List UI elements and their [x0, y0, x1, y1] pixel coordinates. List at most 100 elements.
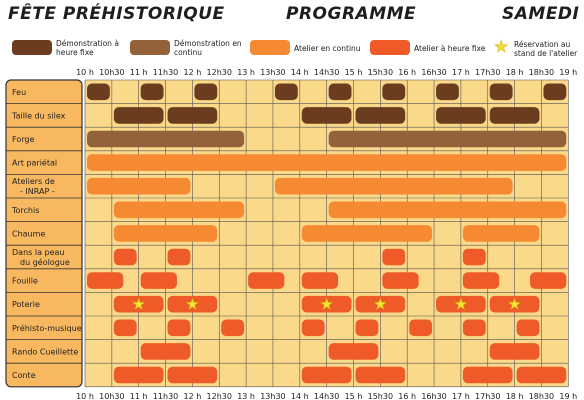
schedule-block [516, 319, 540, 337]
schedule-block [355, 366, 406, 384]
time-label-top: 10h30 [99, 68, 124, 77]
schedule-block [328, 83, 352, 101]
row-label: Préhisto-musique [12, 323, 82, 333]
star-icon: ★ [185, 295, 199, 314]
legend-label-reservation: Réservation au stand de l'atelier [514, 40, 578, 58]
schedule-block [436, 107, 486, 124]
time-label-bottom: 18 h [506, 392, 524, 400]
legend-label-atelier-fixed: Atelier à heure fixe [414, 44, 486, 53]
legend-star-icon: ★ [494, 37, 509, 56]
legend-label-demo-cont: Démonstration en continu [174, 39, 242, 57]
schedule-block [301, 107, 352, 124]
schedule-block [301, 272, 339, 289]
schedule-block [113, 225, 218, 242]
legend-label-atelier-cont: Atelier en continu [294, 44, 361, 53]
schedule-block [140, 343, 191, 360]
schedule-block [113, 366, 164, 384]
time-label-top: 17 h [452, 68, 470, 77]
time-label-top: 13h30 [260, 68, 285, 77]
legend-swatch-atelier-cont [250, 40, 290, 55]
time-label-top: 14h30 [314, 68, 339, 77]
schedule-block [355, 319, 379, 337]
time-label-bottom: 17 h [452, 392, 470, 400]
star-icon: ★ [132, 295, 146, 314]
title-right: SAMEDI [502, 4, 580, 24]
schedule-block [530, 272, 567, 289]
schedule-block [436, 83, 459, 101]
time-label-bottom: 11 h [130, 392, 148, 400]
time-label-top: 17h30 [475, 68, 500, 77]
schedule-block [382, 83, 406, 101]
time-label-bottom: 14 h [291, 392, 309, 400]
row-label: Poterie [12, 300, 40, 309]
row-label: Art pariétal [12, 158, 57, 168]
time-label-bottom: 11h30 [153, 392, 178, 400]
schedule-block [301, 366, 352, 384]
row-label: Fouille [12, 277, 38, 286]
label-column [5, 79, 83, 388]
schedule-block [167, 248, 191, 266]
schedule-block [436, 295, 486, 313]
schedule-block [274, 177, 513, 195]
star-icon: ★ [373, 295, 387, 314]
row-label: Rando Cueillette [12, 347, 78, 356]
legend-swatch-atelier-fixed [370, 40, 410, 55]
schedule-block [167, 107, 218, 124]
schedule-block [328, 343, 379, 360]
row-label: Taille du silex [11, 111, 66, 120]
schedule-block [167, 295, 218, 313]
schedule-block [140, 272, 177, 289]
schedule-block [113, 248, 137, 266]
time-label-top: 13 h [237, 68, 255, 77]
schedule-block [462, 366, 513, 384]
row-label: - INRAP - [20, 187, 55, 196]
schedule-block [409, 319, 433, 337]
schedule-block [248, 272, 285, 289]
schedule-block [382, 272, 419, 289]
schedule-block [274, 83, 298, 101]
time-label-top: 15h30 [368, 68, 393, 77]
time-label-top: 16h30 [421, 68, 446, 77]
time-label-top: 18 h [506, 68, 524, 77]
time-label-bottom: 19 h [559, 392, 577, 400]
time-label-top: 12h30 [207, 68, 232, 77]
time-label-top: 19 h [559, 68, 577, 77]
time-label-bottom: 10h30 [99, 392, 124, 400]
time-label-top: 14 h [291, 68, 309, 77]
row-label: Ateliers de [12, 177, 55, 186]
time-label-bottom: 16h30 [421, 392, 446, 400]
schedule-block [301, 319, 325, 337]
time-label-bottom: 17h30 [475, 392, 500, 400]
row-label: du géologue [20, 257, 70, 267]
schedule-block [113, 107, 164, 124]
schedule-block [301, 295, 352, 313]
schedule-block [87, 272, 124, 289]
schedule-block [462, 225, 540, 242]
time-label-bottom: 12 h [184, 392, 202, 400]
time-label-bottom: 13h30 [260, 392, 285, 400]
star-icon: ★ [454, 295, 468, 314]
star-icon: ★ [319, 295, 333, 314]
row-label: Torchis [11, 206, 39, 215]
time-label-top: 11 h [130, 68, 148, 77]
schedule-block [489, 107, 540, 124]
row-label: Forge [12, 135, 34, 144]
time-label-bottom: 15 h [345, 392, 363, 400]
schedule-block [489, 295, 540, 313]
time-label-top: 12 h [184, 68, 202, 77]
row-label: Chaume [12, 229, 45, 238]
schedule-block [516, 366, 567, 384]
schedule-block [489, 343, 540, 360]
star-icon: ★ [507, 295, 521, 314]
time-label-bottom: 18h30 [529, 392, 554, 400]
time-label-bottom: 10 h [76, 392, 94, 400]
legend-label-demo-fixed: Démonstration à heure fixe [56, 39, 119, 57]
schedule-block [301, 225, 433, 242]
title-left: FÊTE PRÉHISTORIQUE [8, 4, 225, 24]
row-label: Dans la peau [12, 248, 64, 257]
time-label-top: 11h30 [153, 68, 178, 77]
schedule-block [462, 272, 500, 289]
schedule-block [194, 83, 218, 101]
schedule-block [462, 319, 486, 337]
